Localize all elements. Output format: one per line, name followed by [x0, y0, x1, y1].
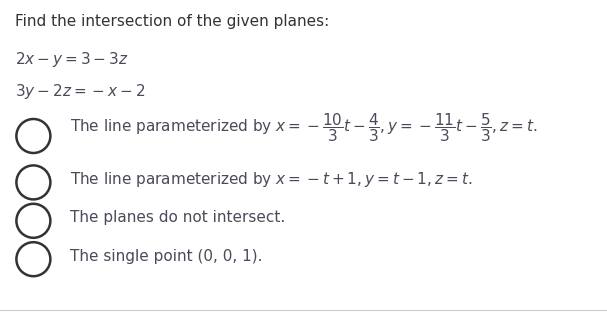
Text: The line parameterized by $x = -t+1, y = t-1, z = t.$: The line parameterized by $x = -t+1, y =…	[70, 170, 472, 189]
Text: The single point (0, 0, 1).: The single point (0, 0, 1).	[70, 249, 262, 263]
Text: $3y - 2z = -x - 2$: $3y - 2z = -x - 2$	[15, 82, 146, 100]
Text: $2x - y = 3 - 3z$: $2x - y = 3 - 3z$	[15, 50, 129, 68]
Text: Find the intersection of the given planes:: Find the intersection of the given plane…	[15, 14, 330, 29]
Text: The planes do not intersect.: The planes do not intersect.	[70, 210, 285, 225]
Text: The line parameterized by $x = -\dfrac{10}{3}t - \dfrac{4}{3}, y = -\dfrac{11}{3: The line parameterized by $x = -\dfrac{1…	[70, 112, 537, 144]
